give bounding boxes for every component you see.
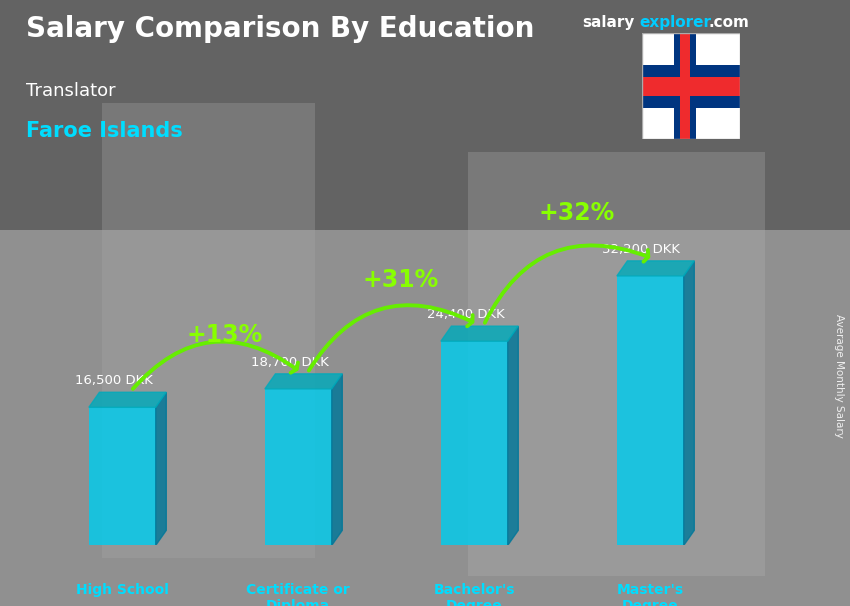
Polygon shape (332, 374, 343, 545)
Polygon shape (156, 392, 167, 545)
Text: Salary Comparison By Education: Salary Comparison By Education (26, 15, 534, 43)
Text: Translator: Translator (26, 82, 115, 100)
Text: .com: .com (709, 15, 750, 30)
Polygon shape (265, 374, 343, 389)
Text: 16,500 DKK: 16,500 DKK (75, 375, 152, 387)
Text: Master's
Degree: Master's Degree (617, 583, 684, 606)
Text: +31%: +31% (362, 268, 439, 292)
Polygon shape (683, 261, 694, 545)
Bar (265, 389, 332, 545)
Polygon shape (617, 261, 694, 276)
Bar (441, 341, 507, 545)
Text: +32%: +32% (538, 201, 615, 225)
Polygon shape (441, 326, 518, 341)
Text: explorer: explorer (639, 15, 711, 30)
Polygon shape (89, 392, 167, 407)
Text: 32,200 DKK: 32,200 DKK (603, 243, 681, 256)
Bar (89, 407, 156, 545)
Text: salary: salary (582, 15, 635, 30)
Bar (642, 77, 740, 96)
Polygon shape (507, 326, 518, 545)
Text: 18,700 DKK: 18,700 DKK (251, 356, 328, 369)
Bar (617, 276, 683, 545)
Bar (642, 65, 740, 108)
Text: Faroe Islands: Faroe Islands (26, 121, 182, 141)
Text: Bachelor's
Degree: Bachelor's Degree (434, 583, 515, 606)
Text: Average Monthly Salary: Average Monthly Salary (834, 314, 844, 438)
Text: 24,400 DKK: 24,400 DKK (427, 308, 504, 321)
Text: +13%: +13% (186, 323, 263, 347)
Bar (674, 33, 695, 139)
Text: High School: High School (76, 583, 169, 597)
Text: Certificate or
Diploma: Certificate or Diploma (246, 583, 350, 606)
Bar (680, 33, 689, 139)
